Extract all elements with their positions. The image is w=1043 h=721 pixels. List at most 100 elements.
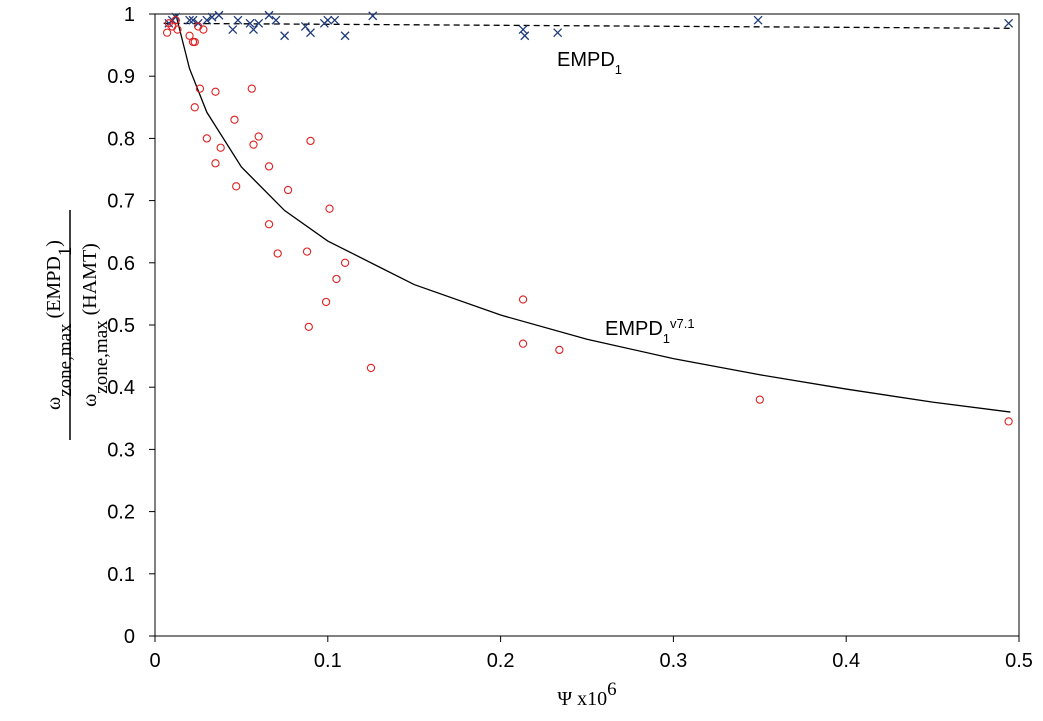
x-tick-label: 0: [149, 650, 160, 672]
circle-marker: [283, 185, 293, 195]
circle-marker: [216, 143, 225, 152]
y-tick-label: 0.9: [107, 66, 135, 88]
cross-marker: [188, 15, 198, 25]
text-part: ω: [43, 397, 65, 410]
y-tick-label: 0.1: [107, 564, 135, 586]
circle-marker: [304, 322, 313, 332]
y-tick-label: 0.7: [107, 191, 135, 213]
cross-marker: [368, 11, 378, 21]
circle-marker: [162, 28, 172, 37]
text-part: ω: [79, 394, 101, 407]
text-part: 6: [607, 679, 617, 700]
cross-marker: [553, 28, 563, 38]
text-part: (HAMT): [79, 243, 101, 320]
cross-marker: [280, 31, 290, 41]
circle-marker: [232, 182, 241, 191]
circle-marker: [171, 16, 180, 25]
y-axis-label: ωzone,max (EMPD1)ωzone,max (HAMT): [43, 210, 112, 440]
cross-marker: [214, 10, 224, 20]
circle-marker: [211, 87, 220, 96]
circle-marker: [254, 132, 263, 141]
circle-marker: [518, 295, 528, 304]
y-tick-label: 0: [124, 626, 135, 648]
cross-marker: [753, 15, 763, 25]
circle-marker: [555, 345, 564, 355]
x-tick-label: 0.1: [314, 650, 342, 672]
plot-frame: [154, 13, 1020, 637]
circle-marker: [249, 140, 258, 149]
circle-marker: [190, 37, 199, 47]
cross-marker: [340, 31, 350, 41]
cross-marker: [202, 15, 212, 25]
circle-marker: [518, 339, 528, 348]
cross-marker: [254, 18, 264, 28]
circle-marker: [1004, 417, 1013, 426]
y-label-denominator: ωzone,max (HAMT): [79, 243, 112, 407]
circle-marker: [332, 274, 341, 284]
y-tick-label: 1: [124, 4, 135, 26]
cross-marker: [185, 15, 195, 25]
y-tick-label: 0.5: [107, 315, 135, 337]
x-tick-label: 0.2: [487, 650, 515, 672]
cross-marker: [271, 15, 281, 25]
cross-marker: [306, 28, 315, 38]
text-part: Ψ x10: [557, 688, 607, 710]
text-part: 1: [615, 62, 622, 77]
cross-marker: [233, 15, 243, 25]
circle-marker: [340, 258, 350, 267]
circle-marker: [199, 25, 208, 34]
text-part: EMPD: [605, 318, 663, 340]
circle-marker: [173, 25, 182, 34]
circle-marker: [264, 162, 274, 171]
text-part: v7.1: [670, 316, 695, 331]
y-tick-label: 0.8: [107, 128, 135, 150]
circle-marker: [306, 136, 315, 146]
fit-line: [163, 22, 1011, 29]
circle-marker: [211, 159, 220, 168]
y-tick-label: 0.2: [107, 502, 135, 524]
circle-marker: [264, 220, 274, 229]
cross-marker: [264, 10, 274, 20]
annotation: EMPD1v7.1: [605, 316, 695, 346]
circle-marker: [195, 84, 205, 93]
y-tick-label: 0.3: [107, 439, 135, 461]
circle-marker: [325, 204, 334, 213]
cross-marker: [228, 25, 238, 35]
x-tick-label: 0.3: [659, 650, 687, 672]
y-label-numerator: ωzone,max (EMPD1): [43, 240, 76, 410]
text-part: zone,max: [55, 323, 76, 397]
text-part: ): [43, 240, 65, 247]
x-tick-label: 0.4: [832, 650, 860, 672]
text-part: zone,max: [91, 320, 112, 394]
annotation: EMPD1: [557, 49, 622, 77]
y-tick-label: 0.6: [107, 253, 135, 275]
circle-marker: [321, 297, 331, 307]
circle-marker: [755, 395, 764, 404]
fit-line: [175, 13, 1011, 413]
text-part: (EMPD: [43, 256, 65, 323]
circle-marker: [302, 247, 312, 256]
circle-marker: [273, 249, 282, 258]
circle-marker: [230, 115, 239, 124]
x-tick-label: 0.5: [1005, 650, 1033, 672]
cross-marker: [249, 25, 258, 35]
cross-marker: [1004, 18, 1014, 28]
cross-marker: [520, 31, 530, 41]
cross-marker: [300, 21, 310, 31]
circle-marker: [366, 363, 376, 373]
cross-marker: [330, 15, 340, 25]
circle-marker: [247, 84, 256, 93]
y-tick-label: 0.4: [107, 377, 135, 399]
cross-marker: [245, 18, 255, 28]
cross-marker: [518, 25, 528, 35]
circle-marker: [202, 134, 211, 143]
text-part: EMPD: [557, 49, 615, 71]
cross-marker: [323, 15, 333, 25]
circle-marker: [190, 103, 199, 112]
x-axis-label: Ψ x106: [557, 679, 616, 711]
text-part: 1: [663, 331, 670, 346]
circle-marker: [185, 31, 194, 40]
cross-marker: [207, 12, 217, 22]
